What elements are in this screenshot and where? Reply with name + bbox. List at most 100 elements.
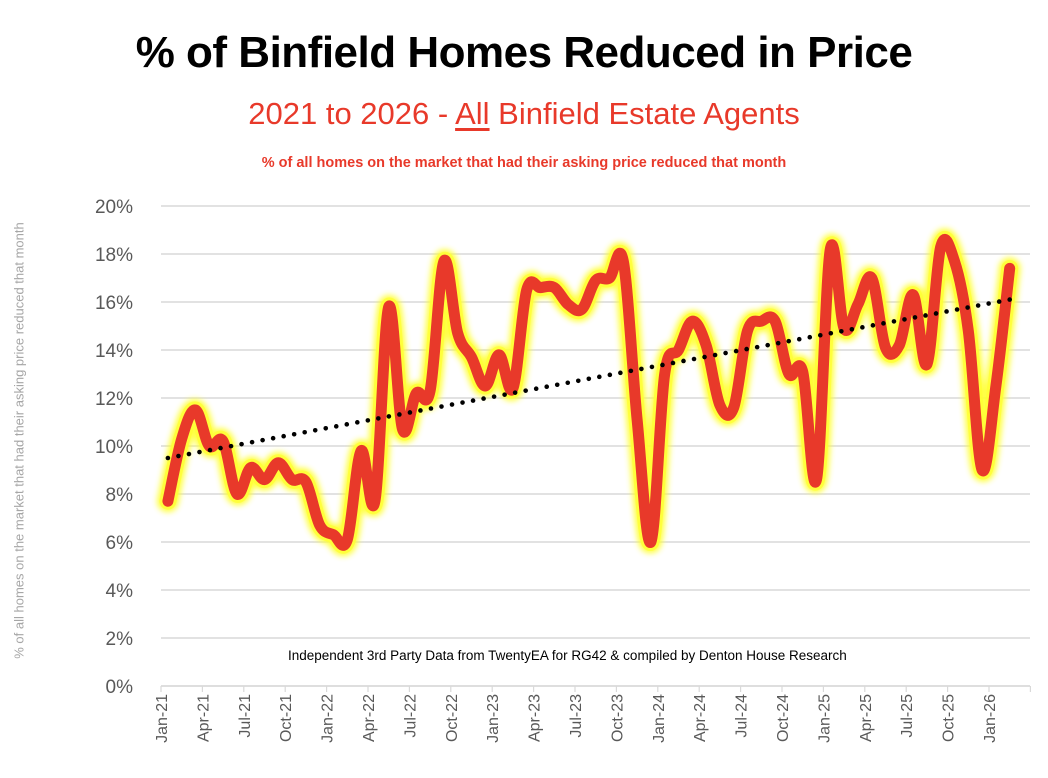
trendline-dot xyxy=(323,426,329,431)
x-tick-label: Jul-22 xyxy=(402,694,419,738)
trendline-dot xyxy=(944,309,949,314)
x-tick-label: Jan-25 xyxy=(816,694,833,743)
trendline-dot xyxy=(418,408,423,413)
trendline-dot xyxy=(881,321,886,326)
trendline-dot xyxy=(344,422,350,427)
trendline-dot xyxy=(533,386,539,392)
trendline-dot xyxy=(302,429,307,435)
trendline-dot xyxy=(965,305,970,310)
trendline-dot xyxy=(165,455,171,461)
trendline-dot xyxy=(828,330,834,336)
trendline-dot xyxy=(291,431,297,437)
trendline-dot xyxy=(512,390,518,395)
trendline-dot xyxy=(597,374,602,380)
trendline-dot xyxy=(954,307,960,312)
trendline-dot xyxy=(796,336,802,342)
trendline-dot xyxy=(270,435,276,441)
x-tick-label: Jan-21 xyxy=(154,694,171,743)
x-tick-label: Apr-24 xyxy=(692,694,709,742)
trendline xyxy=(165,297,1012,461)
trendline-dot xyxy=(439,404,444,409)
trendline-dot xyxy=(460,400,465,405)
trendline-dot xyxy=(397,412,402,417)
y-tick-label: 2% xyxy=(106,629,134,650)
series-group xyxy=(156,228,1021,557)
trendline-dot xyxy=(586,376,592,382)
y-tick-label: 10% xyxy=(95,437,133,458)
x-tick-label: Jul-25 xyxy=(899,694,916,738)
y-tick-label: 0% xyxy=(106,677,134,698)
y-tick-label: 6% xyxy=(106,533,134,554)
y-tick-label: 14% xyxy=(95,341,133,362)
trendline-dot xyxy=(554,382,560,388)
trendline-dot xyxy=(712,352,718,358)
x-tick-label: Oct-23 xyxy=(609,694,626,742)
trendline-dot xyxy=(933,311,939,316)
y-tick-label: 16% xyxy=(95,293,133,314)
y-tick-label: 18% xyxy=(95,245,133,266)
trendline-dot xyxy=(365,418,371,423)
trendline-dot xyxy=(912,315,918,320)
trendline-dot xyxy=(786,338,792,344)
x-tick-label: Oct-24 xyxy=(775,694,792,742)
trendline-dot xyxy=(723,350,728,356)
x-tick-label: Apr-22 xyxy=(361,694,378,742)
trendline-dot xyxy=(902,317,907,322)
trendline-dot xyxy=(197,449,202,455)
trendline-dot xyxy=(207,447,213,453)
trendline-dot xyxy=(355,420,360,425)
subtitle-emphasis: All xyxy=(455,96,490,131)
trendline-dot xyxy=(565,380,571,386)
chart-title: % of Binfield Homes Reduced in Price xyxy=(135,28,913,77)
trendline-dot xyxy=(670,360,676,366)
trendline-dot xyxy=(996,299,1002,304)
trendline-dot xyxy=(491,394,497,399)
series-line xyxy=(162,234,1016,551)
trendline-dot xyxy=(702,354,707,360)
y-axis-ticks: 0% 2% 4% 6% 8% 10% 12% 14% 16% 18% 20% xyxy=(95,197,133,698)
trendline-dot xyxy=(428,406,434,411)
trendline-dot xyxy=(407,410,413,415)
trendline-dot xyxy=(333,424,339,429)
subtitle-prefix: 2021 to 2026 - xyxy=(248,96,456,131)
y-tick-label: 20% xyxy=(95,197,133,218)
trendline-dot xyxy=(765,342,770,348)
y-tick-label: 4% xyxy=(106,581,134,602)
trendline-dot xyxy=(186,451,192,457)
x-tick-label: Oct-25 xyxy=(941,694,958,742)
trendline-dot xyxy=(575,378,581,384)
trendline-dot xyxy=(239,441,244,447)
trendline-dot xyxy=(376,416,381,421)
y-tick-label: 8% xyxy=(106,485,134,506)
trendline-dot xyxy=(691,356,697,362)
chart-description: % of all homes on the market that had th… xyxy=(261,155,787,171)
subtitle-suffix: Binfield Estate Agents xyxy=(489,96,800,131)
x-tick-label: Jan-22 xyxy=(320,694,337,743)
chart-subtitle: 2021 to 2026 - All Binfield Estate Agent… xyxy=(0,96,1048,132)
trendline-dot xyxy=(470,398,476,403)
trendline-dot xyxy=(544,384,550,390)
trendline-dot xyxy=(754,344,760,350)
x-tick-label: Apr-21 xyxy=(195,694,212,742)
trendline-dot xyxy=(607,372,613,378)
trendline-dot xyxy=(386,414,392,419)
trendline-dot xyxy=(660,362,665,368)
trendline-dot xyxy=(176,453,181,459)
trendline-dot xyxy=(649,364,655,370)
x-tick-label: Oct-21 xyxy=(278,694,295,742)
trendline-dot xyxy=(228,443,234,449)
trendline-dot xyxy=(523,388,528,393)
trendline-dot xyxy=(839,328,844,334)
x-tick-label: Jul-23 xyxy=(568,694,585,738)
y-tick-label: 12% xyxy=(95,389,133,410)
trendline-dot xyxy=(502,392,507,397)
trendline-dot xyxy=(733,348,739,354)
trendline-dot xyxy=(807,334,813,340)
trendline-dot xyxy=(744,346,749,352)
trendline-dot xyxy=(639,366,644,372)
trendline-dot xyxy=(681,358,686,364)
trendline-dot xyxy=(628,368,634,374)
trendline-dot xyxy=(618,370,623,376)
trendline-dot xyxy=(860,325,865,330)
